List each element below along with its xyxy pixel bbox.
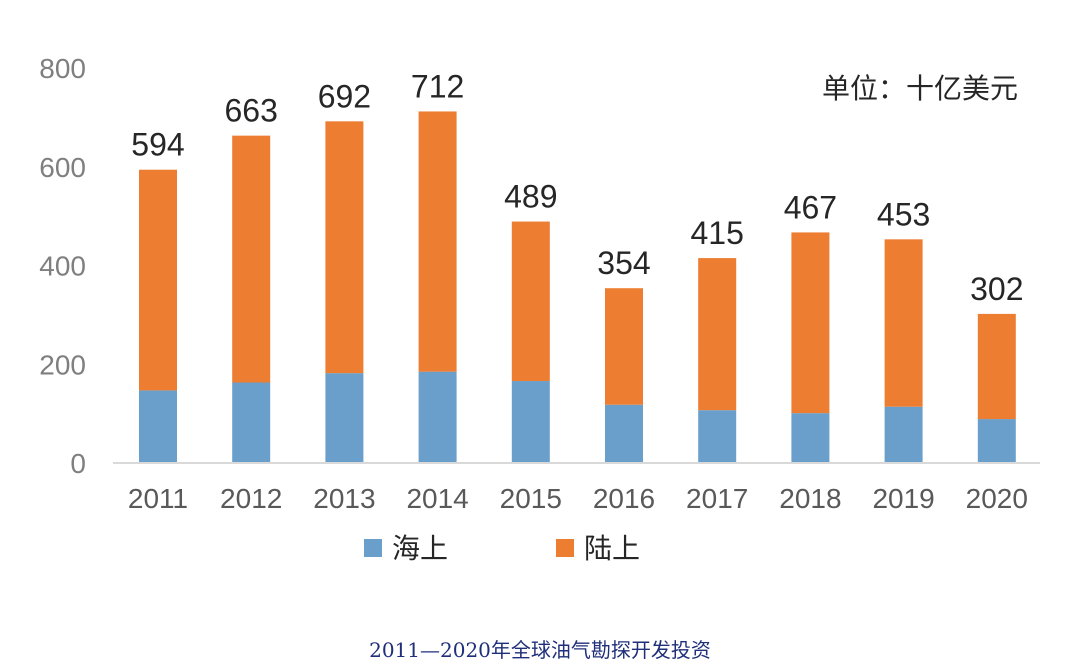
data-label: 302 — [970, 271, 1023, 307]
bar-segment-offshore — [884, 406, 923, 463]
x-tick-label: 2016 — [593, 483, 655, 514]
y-tick-label: 400 — [39, 251, 86, 282]
data-label: 712 — [411, 68, 464, 104]
y-tick-label: 0 — [70, 448, 86, 479]
data-label: 489 — [504, 179, 557, 215]
bar-segment-offshore — [418, 371, 457, 463]
bar-segment-onshore — [139, 169, 177, 391]
unit-label: 单位：十亿美元 — [822, 72, 1018, 105]
x-tick-label: 2017 — [686, 483, 748, 514]
y-tick-label: 600 — [39, 152, 86, 183]
bar-segment-offshore — [232, 382, 271, 463]
x-tick-label: 2014 — [406, 483, 468, 514]
y-tick-label: 200 — [39, 349, 86, 380]
x-tick-label: 2012 — [220, 483, 282, 514]
legend-label: 海上 — [392, 532, 448, 565]
data-label: 692 — [318, 78, 371, 114]
bar-segment-onshore — [232, 135, 271, 383]
x-tick-label: 2019 — [872, 483, 934, 514]
bar-segment-onshore — [325, 121, 364, 374]
bar-segment-onshore — [418, 111, 457, 372]
bar-segment-onshore — [511, 221, 550, 382]
bar-segment-offshore — [139, 390, 177, 463]
data-label: 594 — [131, 127, 184, 163]
bar-segment-onshore — [698, 258, 737, 411]
bar-segment-offshore — [511, 381, 550, 463]
data-label: 354 — [597, 245, 650, 281]
figure-caption: 2011—2020年全球油气勘探开发投资 — [369, 638, 711, 662]
x-tick-label: 2013 — [313, 483, 375, 514]
x-tick-label: 2020 — [966, 483, 1028, 514]
bar-segment-onshore — [791, 232, 830, 414]
y-axis: 0 200 400 600 800 — [39, 53, 86, 479]
legend-swatch — [364, 539, 382, 557]
data-label: 467 — [784, 189, 837, 225]
bars — [139, 111, 1016, 463]
legend: 海上 陆上 — [364, 532, 640, 565]
y-tick-label: 800 — [39, 53, 86, 84]
bar-segment-offshore — [791, 413, 830, 463]
data-label: 453 — [877, 196, 930, 232]
bar-segment-offshore — [605, 404, 643, 463]
bar-segment-onshore — [884, 239, 923, 407]
total-labels: 594 663 692 712 489 354 415 467 453 302 — [131, 68, 1023, 306]
x-tick-label: 2015 — [500, 483, 562, 514]
x-tick-label: 2011 — [128, 483, 188, 514]
bar-segment-offshore — [977, 419, 1016, 463]
data-label: 663 — [225, 93, 278, 129]
bar-segment-onshore — [977, 313, 1016, 420]
x-axis: 2011 2012 2013 2014 2015 2016 2017 2018 2019 2020 — [128, 483, 1028, 514]
bar-segment-offshore — [325, 373, 364, 463]
legend-label: 陆上 — [584, 532, 640, 565]
legend-swatch — [556, 539, 574, 557]
x-tick-label: 2018 — [779, 483, 841, 514]
bar-segment-onshore — [605, 288, 643, 405]
data-label: 415 — [691, 215, 744, 251]
bar-segment-offshore — [698, 410, 737, 463]
